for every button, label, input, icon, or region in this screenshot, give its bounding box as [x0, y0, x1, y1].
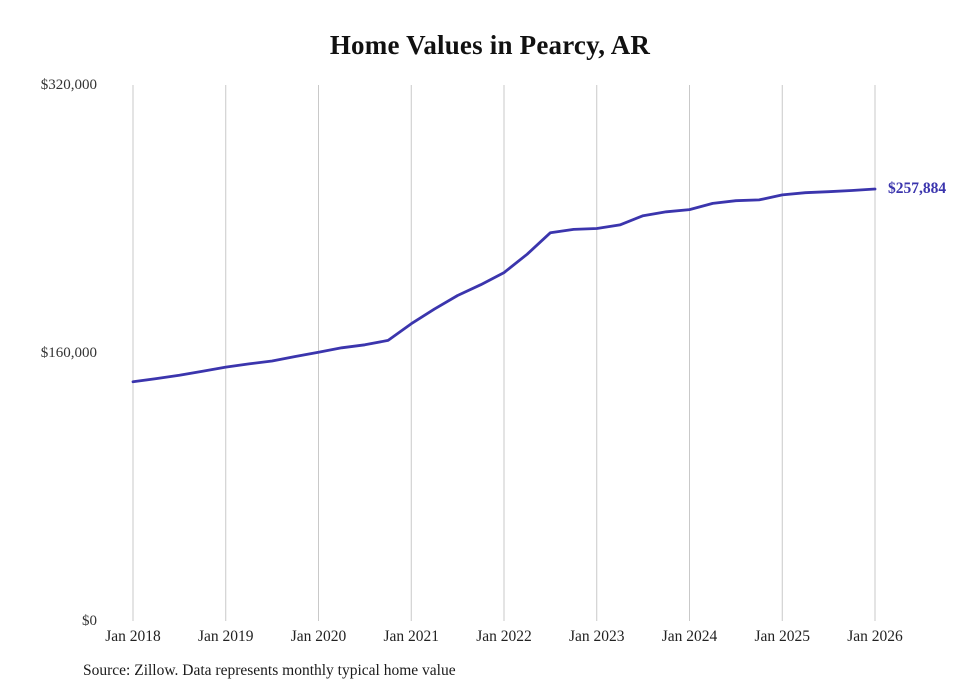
home-value-line [131, 187, 877, 384]
home-value-line-series [131, 187, 877, 384]
xtick-label-jan-2019: Jan 2019 [197, 628, 254, 645]
xtick-label-jan-2020: Jan 2020 [290, 628, 347, 645]
xtick-label-jan-2026: Jan 2026 [847, 628, 903, 645]
ytick-label-320000: $320,000 [40, 77, 97, 93]
chart-title: Home Values in Pearcy, AR [329, 30, 651, 60]
xtick-label-jan-2022: Jan 2022 [476, 628, 532, 645]
ytick-label-160000: $160,000 [40, 345, 97, 361]
xtick-label-jan-2024: Jan 2024 [661, 628, 718, 645]
source-note: Source: Zillow. Data represents monthly … [83, 662, 456, 679]
xtick-label-jan-2021: Jan 2021 [383, 628, 440, 645]
xtick-label-jan-2023: Jan 2023 [568, 628, 625, 645]
xtick-label-jan-2018: Jan 2018 [105, 628, 161, 645]
ytick-label-0: $0 [82, 613, 97, 629]
latest-value-label: $257,884 [888, 180, 947, 198]
vertical-gridlines [132, 85, 876, 621]
xtick-label-jan-2025: Jan 2025 [754, 628, 811, 645]
